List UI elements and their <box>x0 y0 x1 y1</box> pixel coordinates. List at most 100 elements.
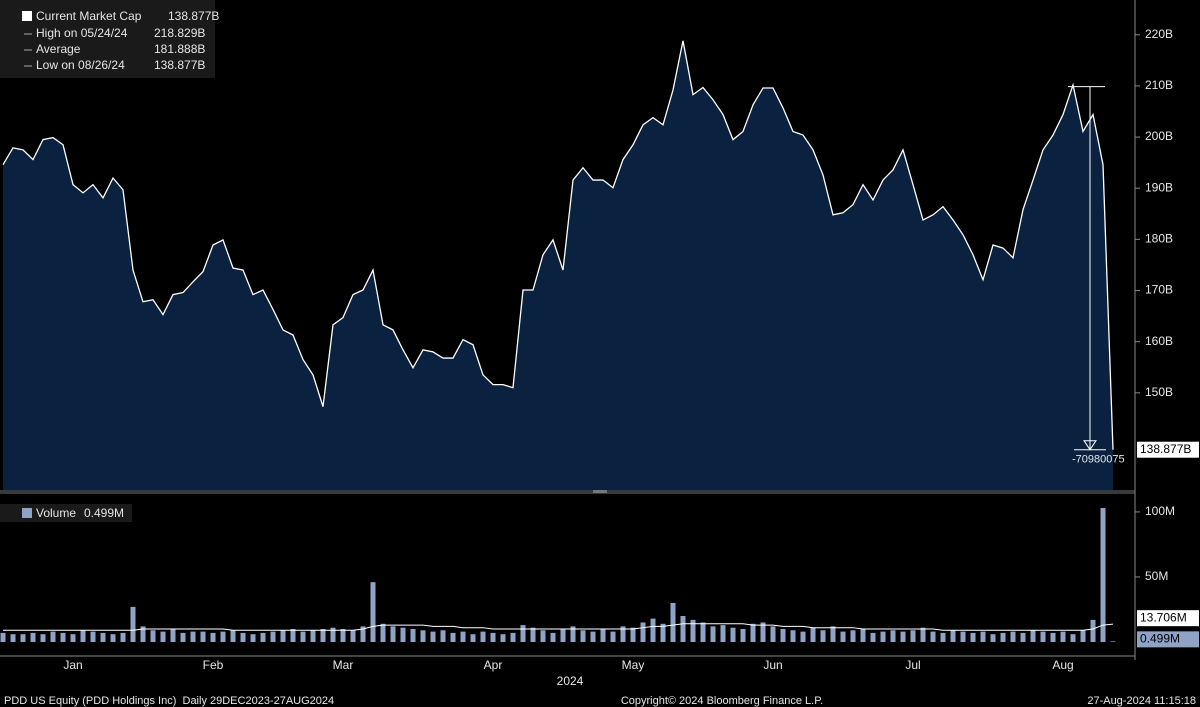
stat-name: High on 05/24/24 <box>36 26 128 40</box>
volume-bar <box>20 634 26 642</box>
volume-bar <box>190 631 196 642</box>
x-tick-label: Aug <box>1052 658 1073 672</box>
volume-bar <box>910 630 916 642</box>
volume-bar <box>1090 619 1096 642</box>
volume-bar <box>200 631 206 642</box>
x-tick-label: Jul <box>905 658 920 672</box>
volume-bar <box>380 623 386 642</box>
volume-bar <box>900 631 906 642</box>
volume-bar <box>330 627 336 642</box>
volume-bar <box>710 626 716 642</box>
volume-bar <box>60 632 66 642</box>
last-value-tag <box>1137 610 1199 627</box>
volume-bar <box>550 632 556 642</box>
volume-bar <box>840 631 846 642</box>
last-value-label: 13.706M <box>1140 610 1187 624</box>
volume-bar <box>510 632 516 642</box>
volume-bar <box>810 627 816 642</box>
y-tick-label: 200B <box>1145 129 1173 143</box>
volume-bar <box>660 623 666 642</box>
x-tick-label: Mar <box>333 658 354 672</box>
volume-bar <box>250 634 256 642</box>
volume-bar <box>680 615 686 642</box>
volume-bar <box>740 628 746 642</box>
x-tick-label: Jun <box>763 658 782 672</box>
y-tick-label: 190B <box>1145 180 1173 194</box>
volume-bar <box>760 622 766 642</box>
volume-bar <box>800 631 806 642</box>
stat-value: 218.829B <box>154 26 205 40</box>
last-value-tag <box>1137 441 1199 458</box>
volume-bar <box>300 631 306 642</box>
volume-bar <box>560 628 566 642</box>
volume-bar <box>230 630 236 642</box>
legend-value: 0.499M <box>84 506 124 520</box>
volume-bar <box>460 631 466 642</box>
volume-bar <box>410 628 416 642</box>
volume-bar <box>950 630 956 642</box>
volume-bar <box>1060 631 1066 642</box>
volume-bar <box>820 630 826 642</box>
drawdown-label: -70980075 <box>1072 454 1125 466</box>
y-tick-label: 160B <box>1145 334 1173 348</box>
volume-bar <box>570 626 576 642</box>
volume-bar <box>310 630 316 642</box>
footer-right: 27-Aug-2024 11:15:18 <box>1087 695 1196 707</box>
volume-bar <box>80 630 86 642</box>
volume-bar <box>720 625 726 642</box>
volume-bar <box>750 623 756 642</box>
volume-bar <box>540 630 546 642</box>
moving-average-line <box>3 623 1114 631</box>
volume-bar <box>90 631 96 642</box>
volume-bar <box>860 628 866 642</box>
volume-bar <box>120 632 126 642</box>
volume-bar <box>620 626 626 642</box>
volume-bar <box>1040 631 1046 642</box>
x-tick-label: Apr <box>484 658 503 672</box>
volume-bar <box>980 631 986 642</box>
volume-bar <box>990 634 996 642</box>
volume-bar <box>240 632 246 642</box>
volume-bar <box>920 627 926 642</box>
volume-bar <box>630 627 636 642</box>
footer-left: PDD US Equity (PDD Holdings Inc) Daily 2… <box>4 695 334 707</box>
volume-bar <box>890 630 896 642</box>
volume-bar <box>830 626 836 642</box>
volume-bar <box>110 634 116 642</box>
volume-bar <box>450 632 456 642</box>
stat-value: 181.888B <box>154 42 205 56</box>
volume-bar <box>1080 630 1086 642</box>
panel-separator <box>0 490 1135 494</box>
volume-bar <box>780 628 786 642</box>
volume-bar <box>390 626 396 642</box>
legend-swatch <box>22 11 32 21</box>
area-line <box>2 40 1114 450</box>
volume-bar <box>1000 632 1006 642</box>
y-tick-label: 170B <box>1145 283 1173 297</box>
volume-bar <box>730 627 736 642</box>
volume-bar <box>290 628 296 642</box>
volume-bar <box>360 626 366 642</box>
volume-bar <box>130 606 136 642</box>
volume-bar <box>160 631 166 642</box>
x-tick-label: Jan <box>63 658 82 672</box>
volume-bar <box>140 626 146 642</box>
volume-bar <box>150 630 156 642</box>
last-value-label: 0.499M <box>1140 632 1180 646</box>
volume-bar <box>930 631 936 642</box>
volume-bar <box>260 632 266 642</box>
volume-bar <box>1070 634 1076 642</box>
volume-bar <box>180 632 186 642</box>
volume-bar <box>670 602 676 642</box>
volume-bar <box>690 619 696 642</box>
x-axis-label: 2024 <box>557 674 584 688</box>
volume-bar <box>970 632 976 642</box>
volume-bar <box>480 631 486 642</box>
volume-bar <box>790 630 796 642</box>
drawdown-head <box>1083 440 1097 451</box>
volume-bar <box>30 632 36 642</box>
volume-bar <box>430 631 436 642</box>
volume-bar <box>470 634 476 642</box>
